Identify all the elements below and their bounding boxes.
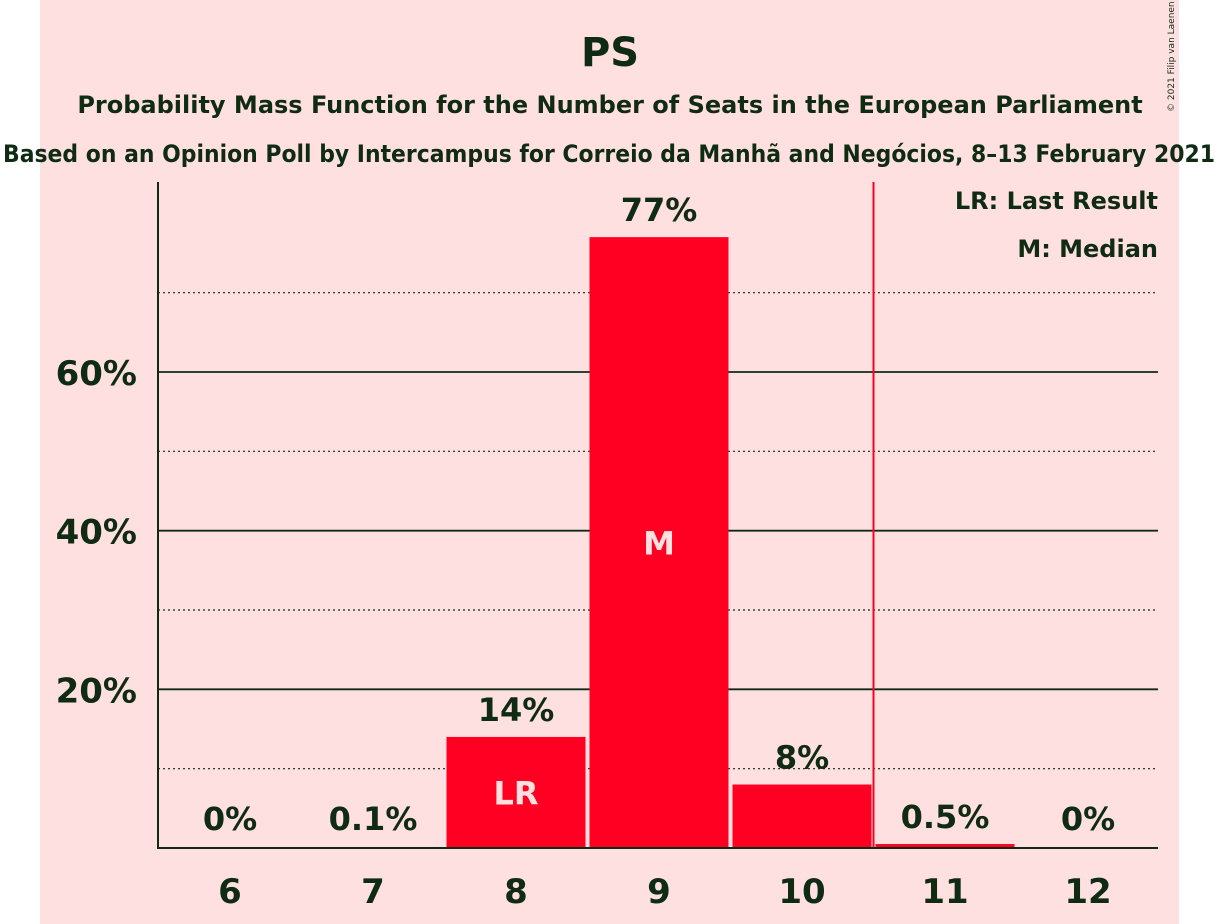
chart-title: PS: [581, 30, 639, 76]
bar: [589, 237, 729, 849]
value-label: 0.1%: [329, 800, 418, 838]
bars: [303, 237, 1015, 849]
bar: [732, 784, 872, 848]
copyright-notice: © 2021 Filip van Laenen: [1167, 1, 1177, 112]
axes: 20% 40% 60% 6 7 8 9 10 11 12: [56, 182, 1158, 912]
x-tick-label: 11: [921, 872, 968, 912]
x-tick-label: 7: [361, 872, 385, 912]
value-label: 77%: [621, 191, 698, 229]
value-label: 8%: [775, 739, 829, 777]
value-label: 14%: [478, 691, 555, 729]
data-labels: 0% 0.1% 14% 77% 8% 0.5% 0% LR M: [203, 191, 1115, 838]
chart-subtitle-source: Based on an Opinion Poll by Intercampus …: [3, 140, 1215, 168]
legend-entry: LR: Last Result: [955, 187, 1158, 215]
value-label: 0.5%: [901, 798, 990, 836]
bar-marker-label: M: [643, 525, 675, 563]
x-tick-label: 8: [504, 872, 528, 912]
y-tick-label: 20%: [56, 671, 137, 711]
x-tick-label: 9: [647, 872, 671, 912]
bar: [446, 736, 586, 848]
bar: [875, 844, 1015, 848]
x-tick-label: 10: [778, 872, 825, 912]
value-label: 0%: [203, 800, 257, 838]
chart-subtitle: Probability Mass Function for the Number…: [77, 91, 1142, 119]
legend-entry: M: Median: [1017, 235, 1158, 263]
x-tick-label: 12: [1064, 872, 1111, 912]
legend: LR: Last Result M: Median: [955, 187, 1158, 263]
bar-marker-label: LR: [493, 774, 538, 812]
y-tick-label: 40%: [56, 513, 137, 553]
value-label: 0%: [1061, 800, 1115, 838]
x-tick-label: 6: [218, 872, 242, 912]
y-tick-label: 60%: [56, 354, 137, 394]
